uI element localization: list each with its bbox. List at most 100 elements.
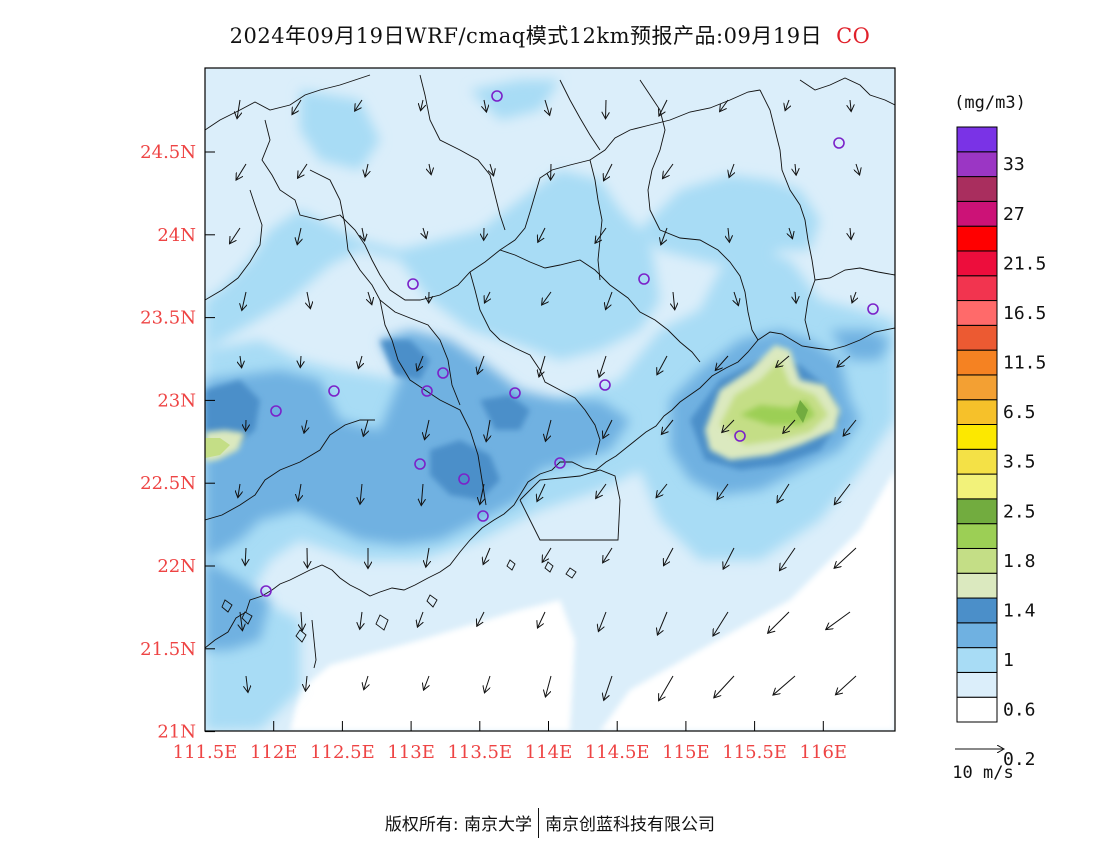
- island-7: [544, 561, 554, 573]
- boundary-6: [499, 249, 701, 363]
- wind-arrow: [604, 675, 613, 699]
- wind-arrow: [421, 99, 423, 110]
- station-marker: [458, 473, 470, 485]
- wind-arrow: [240, 355, 242, 367]
- legend-level-label: 11.5: [1003, 353, 1046, 374]
- wind-arrow: [852, 291, 856, 302]
- wind-arrow: [795, 291, 796, 302]
- wind-arrow: [245, 547, 246, 565]
- legend-colorbar: [956, 126, 998, 723]
- station-marker: [270, 405, 282, 417]
- wind-arrow: [484, 99, 486, 111]
- wind-arrow: [546, 675, 552, 696]
- lon-tick-label: 112E: [250, 742, 298, 763]
- legend-level-label: 33: [1003, 154, 1025, 175]
- wind-arrow: [298, 163, 308, 177]
- legend-swatch: [956, 498, 998, 525]
- field-white-south: [290, 600, 575, 731]
- wind-arrow: [774, 675, 796, 694]
- wind-arrow: [780, 547, 796, 570]
- wind-arrow: [421, 483, 423, 505]
- latitude-axis: 24.5N 24N 23.5N 23N 22.5N 22N 21.5N 21N: [140, 142, 215, 743]
- lat-tick-label: 24N: [157, 225, 196, 246]
- legend-swatch: [956, 448, 998, 475]
- wind-arrow: [659, 99, 668, 115]
- wind-arrow: [850, 99, 851, 111]
- wind-arrow: [714, 675, 735, 697]
- station-marker: [833, 137, 845, 149]
- wind-arrow: [836, 675, 857, 694]
- wind-arrow: [844, 419, 857, 435]
- wind-arrow: [596, 227, 607, 242]
- wind-arrow: [603, 419, 613, 438]
- boundary-4: [379, 299, 461, 406]
- wind-arrow: [490, 163, 493, 175]
- wind-arrow: [230, 227, 241, 243]
- wind-arrow: [768, 611, 790, 633]
- lat-tick-label: 23N: [157, 390, 196, 411]
- lon-tick-label: 114.5E: [585, 742, 650, 763]
- title-variable: CO: [836, 24, 871, 48]
- field-level-3.5: [740, 400, 815, 425]
- wind-arrow: [827, 611, 851, 629]
- boundary-15: [559, 79, 601, 151]
- boundary-12: [205, 189, 263, 301]
- leizhou-line: [311, 619, 317, 669]
- wind-arrow: [478, 355, 485, 373]
- lat-tick-label: 22N: [157, 556, 196, 577]
- wind-arrow: [789, 227, 792, 238]
- wind-arrow: [657, 483, 668, 497]
- wind-arrow: [538, 611, 546, 627]
- map-frame: [204, 67, 896, 732]
- boundary-9: [759, 89, 816, 341]
- lon-tick-label: 113E: [387, 742, 435, 763]
- station-marker: [421, 385, 433, 397]
- wind-arrow: [543, 547, 552, 562]
- legend-level-label: 2.5: [1003, 501, 1036, 522]
- legend-swatch: [956, 647, 998, 673]
- legend-level-label: 0.2: [1003, 749, 1036, 770]
- wind-reference-label: 10 m/s: [952, 763, 1013, 783]
- legend-swatch: [956, 696, 998, 723]
- wind-arrow: [662, 419, 674, 434]
- wind-arrow: [301, 611, 302, 630]
- legend-level-label: 6.5: [1003, 402, 1036, 423]
- footer-separator: [538, 808, 540, 838]
- lat-tick-label: 24.5N: [140, 142, 196, 163]
- wind-arrow: [300, 355, 301, 367]
- wind-arrow: [365, 163, 368, 176]
- wind-arrow: [835, 547, 857, 568]
- wind-arrow: [716, 355, 729, 370]
- field-level-high: [205, 345, 840, 462]
- boundary-7: [589, 159, 603, 281]
- wind-arrow: [776, 355, 790, 367]
- wind-vectors: [230, 99, 859, 700]
- wind-arrow: [599, 611, 607, 631]
- wind-arrow: [718, 483, 729, 499]
- wind-arrow: [835, 483, 851, 504]
- wind-arrow: [480, 483, 484, 504]
- wind-arrow: [658, 611, 668, 634]
- co-concentration-field: [205, 68, 895, 731]
- wind-arrow: [724, 547, 735, 568]
- wind-arrow: [362, 227, 364, 240]
- station-marker: [414, 458, 426, 470]
- wind-arrow: [306, 675, 307, 690]
- wind-arrow: [778, 483, 790, 502]
- lon-tick-label: 115.5E: [722, 742, 787, 763]
- island-5: [426, 594, 438, 608]
- station-marker: [407, 278, 419, 290]
- legend-swatch: [956, 324, 998, 351]
- wind-arrow: [417, 355, 424, 370]
- wind-arrow: [795, 163, 796, 174]
- legend-level-label: 0.6: [1003, 700, 1036, 721]
- legend-swatch: [956, 225, 998, 252]
- wind-arrow: [237, 163, 247, 179]
- wind-arrow: [661, 227, 668, 244]
- lat-tick-label: 23.5N: [140, 308, 196, 329]
- station-marker: [867, 303, 879, 315]
- lat-tick-label: 21.5N: [140, 639, 196, 660]
- wind-arrow: [596, 483, 607, 498]
- legend-swatch: [956, 547, 998, 574]
- wind-arrow: [545, 99, 549, 114]
